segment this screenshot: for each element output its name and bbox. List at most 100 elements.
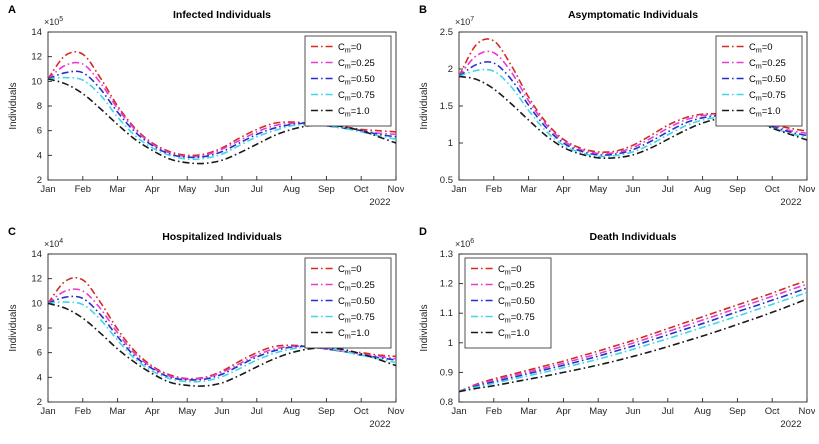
x-tick-label: Feb	[486, 406, 502, 417]
y-tick-label: 6	[37, 126, 42, 137]
x-axis-year-label: 2022	[369, 419, 390, 430]
x-tick-label: Jul	[251, 184, 263, 195]
x-tick-label: Mar	[109, 406, 125, 417]
x-tick-label: Apr	[145, 406, 160, 417]
x-tick-label: Apr	[556, 406, 571, 417]
legend-label: Cm=0.75	[338, 312, 375, 325]
chart-asymptomatic-svg: Asymptomatic Individuals ×107 Individuals J…	[419, 9, 815, 208]
y-tick-label: 0.9	[440, 367, 453, 378]
panel-label-c: C	[8, 226, 16, 238]
chart-infected-svg: Infected Individuals ×105 Individuals Jan Fe…	[8, 9, 404, 208]
legend-label: Cm=0	[498, 264, 522, 277]
series-line-C_m=0.75	[458, 291, 808, 393]
legend-label: Cm=0.50	[498, 296, 535, 309]
legend-label: Cm=0.75	[338, 90, 375, 103]
x-tick-label: Sep	[318, 184, 335, 195]
x-axis-year-label: 2022	[369, 197, 390, 208]
legend: Cm=0 Cm=0.25 Cm=0.50 Cm=0.75 Cm=1.0	[304, 35, 392, 127]
y-tick-label: 2	[37, 397, 42, 408]
legend-label: Cm=0	[338, 264, 362, 277]
x-tick-label: May	[589, 184, 607, 195]
y-axis-label: Individuals	[8, 82, 19, 129]
x-tick-label: Nov	[388, 184, 404, 195]
y-tick-label: 12	[31, 52, 42, 63]
x-tick-label: May	[178, 406, 196, 417]
legend-box	[304, 257, 392, 349]
panel-hospitalized: C Hospitalized Individuals ×104 Individual…	[4, 224, 404, 442]
x-tick-label: Aug	[283, 184, 300, 195]
series-line-C_m=1.0	[47, 302, 397, 387]
x-tick-label: Aug	[694, 406, 711, 417]
x-tick-label: Nov	[799, 184, 815, 195]
x-tick-label: Apr	[145, 184, 160, 195]
x-tick-label: Jan	[451, 406, 466, 417]
x-tick-label: May	[178, 184, 196, 195]
series-line-C_m=0	[458, 279, 808, 393]
x-tick-label: Aug	[694, 184, 711, 195]
y-tick-label: 1	[448, 138, 453, 149]
y-axis-label: Individuals	[419, 304, 430, 351]
x-tick-label: Sep	[318, 406, 335, 417]
y-tick-label: 2.5	[440, 27, 453, 38]
x-tick-label: Jun	[625, 406, 640, 417]
x-tick-label: Feb	[75, 406, 91, 417]
x-tick-label: Apr	[556, 184, 571, 195]
y-tick-label: 8	[37, 323, 42, 334]
chart-title: Hospitalized Individuals	[162, 231, 282, 243]
legend-box	[464, 257, 552, 349]
series-line-C_m=0	[47, 51, 397, 157]
x-tick-label: Sep	[729, 184, 746, 195]
chart-title: Infected Individuals	[173, 9, 271, 21]
y-tick-label: 14	[31, 27, 42, 38]
legend-label: Cm=0.50	[749, 74, 786, 87]
chart-title: Asymptomatic Individuals	[568, 9, 698, 21]
x-tick-label: Mar	[109, 184, 125, 195]
y-axis-label: Individuals	[419, 82, 430, 129]
x-tick-label: Nov	[388, 406, 404, 417]
panel-label-a: A	[8, 4, 16, 16]
y-tick-label: 1.3	[440, 249, 453, 260]
x-tick-label: Oct	[765, 184, 780, 195]
y-tick-label: 8	[37, 101, 42, 112]
series-line-C_m=0.75	[458, 68, 808, 158]
x-tick-label: Jul	[662, 406, 674, 417]
x-tick-label: Oct	[354, 406, 369, 417]
axis-exponent-label: ×105	[44, 16, 63, 27]
legend-label: Cm=0.50	[338, 296, 375, 309]
x-tick-label: Jan	[40, 184, 55, 195]
panel-infected: A Infected Individuals ×105 Individuals Jan…	[4, 2, 404, 220]
y-tick-label: 10	[31, 298, 42, 309]
legend-label: Cm=0.25	[338, 58, 375, 71]
legend: Cm=0 Cm=0.25 Cm=0.50 Cm=0.75 Cm=1.0	[304, 257, 392, 349]
series-line-C_m=0.50	[458, 287, 808, 393]
series-line-C_m=1.0	[458, 298, 808, 393]
legend-box	[304, 35, 392, 127]
y-tick-label: 12	[31, 274, 42, 285]
legend-label: Cm=0.25	[338, 280, 375, 293]
y-tick-label: 0.5	[440, 175, 453, 186]
chart-hospitalized-svg: Hospitalized Individuals ×104 Individuals J…	[8, 231, 404, 430]
x-tick-label: Jan	[451, 184, 466, 195]
chart-death-svg: Death Individuals ×106 Individuals Jan Feb Ma…	[419, 231, 815, 430]
x-tick-label: May	[589, 406, 607, 417]
x-tick-label: Feb	[486, 184, 502, 195]
x-tick-label: Sep	[729, 406, 746, 417]
series-line-C_m=0	[458, 38, 808, 153]
y-tick-label: 10	[31, 76, 42, 87]
x-tick-label: Jul	[662, 184, 674, 195]
legend-label: Cm=0.50	[338, 74, 375, 87]
series-line-C_m=0.75	[47, 76, 397, 161]
series-line-C_m=0.50	[47, 295, 397, 381]
y-tick-label: 2	[37, 175, 42, 186]
x-axis-year-label: 2022	[780, 197, 801, 208]
legend-label: Cm=0.75	[749, 90, 786, 103]
legend-label: Cm=1.0	[498, 328, 529, 341]
y-tick-label: 2	[448, 64, 453, 75]
axis-exponent-label: ×106	[455, 238, 474, 249]
x-tick-label: Nov	[799, 406, 815, 417]
panel-label-b: B	[419, 4, 427, 16]
chart-title: Death Individuals	[590, 231, 677, 243]
series-line-C_m=0.75	[47, 301, 397, 383]
series-line-C_m=0.25	[458, 283, 808, 393]
